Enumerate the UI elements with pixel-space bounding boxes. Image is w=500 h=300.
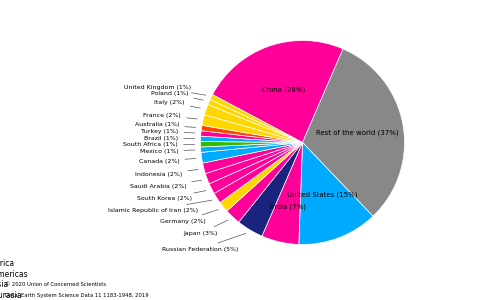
Wedge shape [302, 49, 404, 216]
Text: Germany (2%): Germany (2%) [160, 210, 218, 224]
Text: United Kingdom (1%): United Kingdom (1%) [124, 85, 206, 95]
Wedge shape [206, 142, 302, 184]
Text: Rest of the world (37%): Rest of the world (37%) [316, 129, 399, 136]
Wedge shape [200, 136, 302, 142]
Text: Mexico (1%): Mexico (1%) [140, 149, 195, 154]
Wedge shape [200, 142, 302, 147]
Text: Indonesia (2%): Indonesia (2%) [135, 169, 198, 177]
Text: Japan (3%): Japan (3%) [183, 220, 228, 236]
Text: Canada (2%): Canada (2%) [138, 158, 196, 164]
Wedge shape [202, 115, 302, 142]
Wedge shape [200, 142, 302, 152]
Text: Poland (1%): Poland (1%) [151, 91, 204, 100]
Wedge shape [202, 142, 302, 174]
Wedge shape [201, 142, 302, 163]
Text: © 2020 Union of Concerned Scientists: © 2020 Union of Concerned Scientists [5, 283, 106, 287]
Wedge shape [239, 142, 302, 236]
Wedge shape [208, 100, 302, 142]
Wedge shape [214, 142, 302, 203]
Text: South Africa (1%): South Africa (1%) [124, 142, 194, 147]
Wedge shape [299, 142, 373, 244]
Text: Italy (2%): Italy (2%) [154, 100, 200, 108]
Legend: Africa, Americas, Asia, Eurasia, Europe, Oceania: Africa, Americas, Asia, Eurasia, Europe,… [0, 256, 32, 300]
Wedge shape [210, 94, 302, 142]
Wedge shape [212, 40, 343, 142]
Wedge shape [200, 131, 302, 142]
Wedge shape [204, 104, 302, 142]
Wedge shape [209, 142, 302, 194]
Text: France (2%): France (2%) [144, 112, 198, 119]
Text: Turkey (1%): Turkey (1%) [142, 129, 195, 134]
Text: Australia (1%): Australia (1%) [135, 122, 196, 128]
Wedge shape [201, 125, 302, 142]
Text: India (7%): India (7%) [270, 204, 306, 210]
Text: South Korea (2%): South Korea (2%) [136, 190, 206, 201]
Wedge shape [220, 142, 302, 211]
Text: Saudi Arabia (2%): Saudi Arabia (2%) [130, 180, 202, 189]
Text: Islamic Republic of Iran (2%): Islamic Republic of Iran (2%) [108, 200, 212, 213]
Text: China (28%): China (28%) [262, 86, 306, 93]
Text: Brazil (1%): Brazil (1%) [144, 136, 194, 140]
Text: Russian Federation (5%): Russian Federation (5%) [162, 233, 246, 252]
Wedge shape [262, 142, 302, 244]
Wedge shape [227, 142, 302, 222]
Text: United States (15%): United States (15%) [287, 192, 358, 198]
Text: Data: Earth System Science Data 11 1183-1948, 2019: Data: Earth System Science Data 11 1183-… [5, 293, 148, 298]
